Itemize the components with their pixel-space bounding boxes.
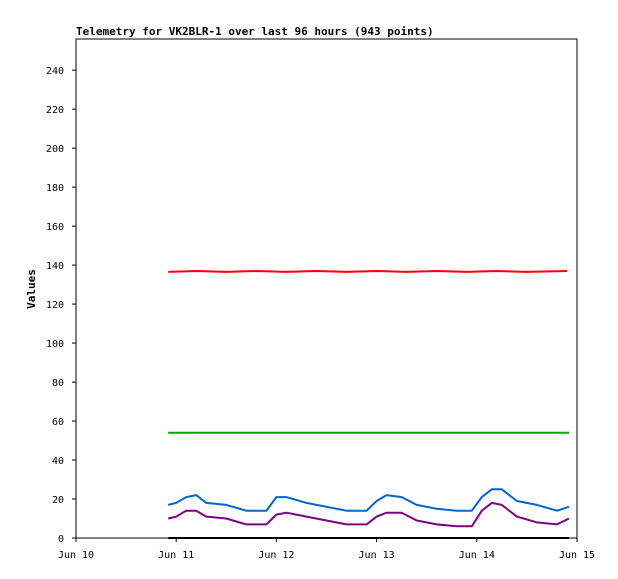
y-axis: 0 20 40 60 80 100 120 140 160 180 200 220 240 — [46, 66, 76, 545]
series-line-4 — [167, 501, 570, 528]
series-layer — [167, 270, 570, 539]
y-tick-label: 120 — [46, 300, 64, 311]
x-tick-label: Jun 15 — [559, 550, 595, 561]
y-tick-label: 80 — [52, 378, 64, 389]
series-line-1 — [168, 270, 568, 273]
y-tick-label: 180 — [46, 183, 64, 194]
series-line-3 — [167, 488, 570, 512]
x-axis: Jun 10 Jun 11 Jun 12 Jun 13 Jun 14 Jun 15 — [58, 538, 595, 561]
y-tick-label: 220 — [46, 105, 64, 116]
y-tick-label: 160 — [46, 222, 64, 233]
y-tick-label: 0 — [58, 534, 64, 545]
chart-title: Telemetry for VK2BLR-1 over last 96 hour… — [76, 25, 434, 38]
x-tick-label: Jun 13 — [359, 550, 395, 561]
x-tick-label: Jun 11 — [158, 550, 194, 561]
y-tick-label: 100 — [46, 339, 64, 350]
y-tick-label: 60 — [52, 417, 64, 428]
y-tick-label: 20 — [52, 495, 64, 506]
y-tick-label: 140 — [46, 261, 64, 272]
y-tick-label: 200 — [46, 144, 64, 155]
x-tick-label: Jun 14 — [459, 550, 495, 561]
x-tick-label: Jun 10 — [58, 550, 94, 561]
y-tick-label: 40 — [52, 456, 64, 467]
plot-frame — [75, 38, 578, 539]
y-tick-label: 240 — [46, 66, 64, 77]
x-tick-label: Jun 12 — [258, 550, 294, 561]
y-axis-label: Values — [25, 269, 38, 309]
